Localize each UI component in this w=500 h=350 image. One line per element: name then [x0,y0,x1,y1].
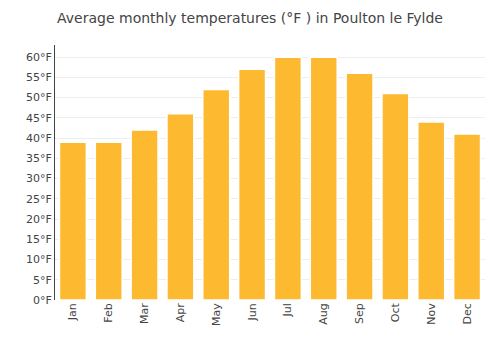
svg-text:Jan: Jan [66,303,79,321]
svg-text:30°F: 30°F [26,172,52,185]
svg-text:60°F: 60°F [26,51,52,64]
svg-text:Aug: Aug [317,303,330,324]
svg-text:Average monthly temperatures (: Average monthly temperatures (°F ) in Po… [57,10,443,26]
svg-text:Feb: Feb [102,303,115,322]
svg-text:10°F: 10°F [26,253,52,266]
svg-text:25°F: 25°F [26,193,52,206]
svg-text:Oct: Oct [389,303,402,323]
svg-text:15°F: 15°F [26,233,52,246]
svg-text:40°F: 40°F [26,132,52,145]
svg-text:May: May [210,303,223,326]
svg-text:5°F: 5°F [33,274,52,287]
svg-text:Jul: Jul [281,303,294,317]
svg-text:Dec: Dec [461,303,474,324]
svg-text:20°F: 20°F [26,213,52,226]
svg-text:35°F: 35°F [26,152,52,165]
svg-text:45°F: 45°F [26,112,52,125]
svg-text:Nov: Nov [425,303,438,325]
svg-text:0°F: 0°F [33,294,52,307]
svg-text:Jun: Jun [246,303,259,321]
svg-text:Apr: Apr [174,303,187,323]
svg-text:50°F: 50°F [26,91,52,104]
svg-text:55°F: 55°F [26,71,52,84]
svg-text:Mar: Mar [138,303,151,324]
svg-text:Sep: Sep [353,303,366,324]
